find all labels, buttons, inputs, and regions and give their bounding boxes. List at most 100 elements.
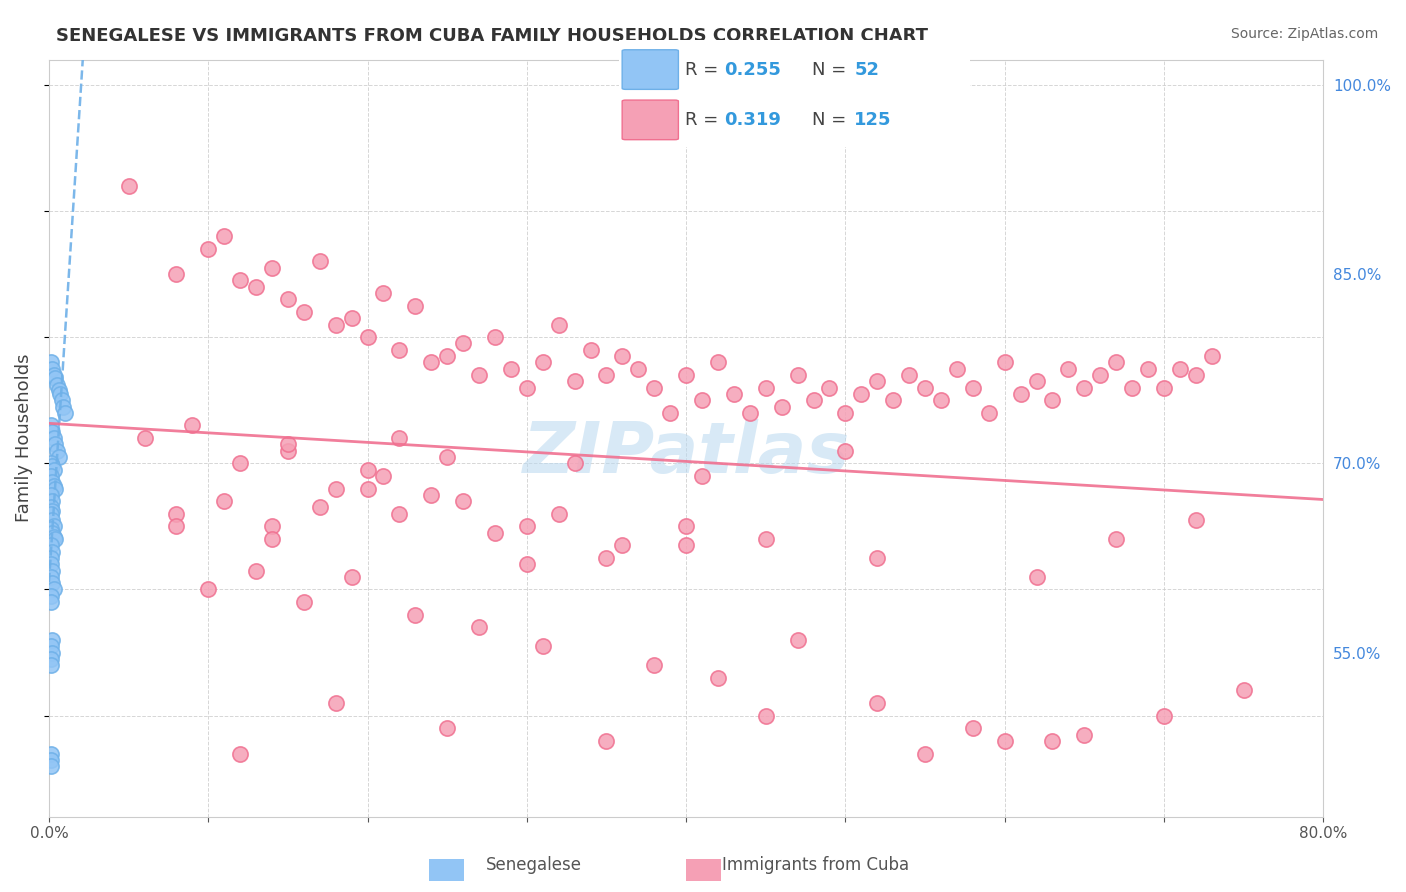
Point xyxy=(39,418,62,433)
Point xyxy=(42,582,65,597)
Point xyxy=(547,318,569,332)
Point xyxy=(197,582,219,597)
Point xyxy=(436,349,458,363)
Point xyxy=(866,696,889,710)
Point xyxy=(977,406,1000,420)
Point xyxy=(165,519,187,533)
Point xyxy=(612,538,634,552)
Point xyxy=(39,551,62,566)
Point xyxy=(1201,349,1223,363)
Point xyxy=(340,311,363,326)
Point xyxy=(277,437,299,451)
Text: 52: 52 xyxy=(855,62,879,79)
Point xyxy=(39,759,62,773)
Point xyxy=(803,393,825,408)
Point xyxy=(53,406,76,420)
Point xyxy=(1057,361,1080,376)
Point xyxy=(547,507,569,521)
Point xyxy=(468,368,491,382)
Point xyxy=(1090,368,1112,382)
Point xyxy=(564,456,586,470)
Point xyxy=(45,378,67,392)
Point xyxy=(39,456,62,470)
Text: Source: ZipAtlas.com: Source: ZipAtlas.com xyxy=(1230,27,1378,41)
Point xyxy=(595,734,617,748)
Point xyxy=(420,355,443,369)
Point xyxy=(356,330,378,344)
Point xyxy=(851,387,873,401)
Point xyxy=(356,463,378,477)
Text: R =: R = xyxy=(686,62,724,79)
Point xyxy=(229,456,252,470)
Point xyxy=(229,273,252,287)
Text: 0.255: 0.255 xyxy=(724,62,780,79)
FancyBboxPatch shape xyxy=(616,39,973,148)
Point xyxy=(212,494,235,508)
Point xyxy=(866,374,889,388)
Point xyxy=(388,431,411,445)
Point xyxy=(1185,513,1208,527)
Point xyxy=(340,570,363,584)
Point xyxy=(308,254,330,268)
Point xyxy=(48,383,70,397)
Point xyxy=(260,260,283,275)
Point xyxy=(41,513,63,527)
Point xyxy=(643,381,665,395)
Point xyxy=(41,475,63,490)
Point xyxy=(612,349,634,363)
Point xyxy=(41,504,63,518)
Point xyxy=(1025,374,1047,388)
Point xyxy=(197,242,219,256)
Point xyxy=(516,381,538,395)
Point xyxy=(41,576,63,591)
Point xyxy=(914,381,936,395)
Point xyxy=(388,343,411,357)
Point xyxy=(1137,361,1160,376)
Point xyxy=(42,529,65,543)
Point xyxy=(292,595,315,609)
Point xyxy=(451,336,474,351)
Point xyxy=(914,747,936,761)
Point xyxy=(898,368,921,382)
Point xyxy=(48,450,70,464)
Point xyxy=(42,479,65,493)
Point xyxy=(1042,393,1064,408)
Point xyxy=(1025,570,1047,584)
Point xyxy=(260,519,283,533)
Point xyxy=(42,368,65,382)
Point xyxy=(818,381,841,395)
FancyBboxPatch shape xyxy=(621,100,678,140)
Point xyxy=(531,355,554,369)
Point xyxy=(39,558,62,572)
Point xyxy=(595,551,617,566)
Point xyxy=(39,589,62,603)
Point xyxy=(643,658,665,673)
Point xyxy=(786,368,808,382)
Point xyxy=(260,532,283,546)
Text: SENEGALESE VS IMMIGRANTS FROM CUBA FAMILY HOUSEHOLDS CORRELATION CHART: SENEGALESE VS IMMIGRANTS FROM CUBA FAMIL… xyxy=(56,27,928,45)
Point xyxy=(181,418,204,433)
Point xyxy=(1042,734,1064,748)
Point xyxy=(1073,728,1095,742)
Point xyxy=(1185,368,1208,382)
Point xyxy=(51,393,73,408)
Point xyxy=(1153,708,1175,723)
Point xyxy=(45,443,67,458)
Point xyxy=(41,525,63,540)
Point xyxy=(41,361,63,376)
Point xyxy=(39,522,62,536)
Point xyxy=(41,632,63,647)
Point xyxy=(325,696,347,710)
Point xyxy=(834,406,856,420)
Point xyxy=(499,361,522,376)
Point xyxy=(690,393,713,408)
Point xyxy=(277,293,299,307)
Point xyxy=(44,532,66,546)
Point xyxy=(882,393,904,408)
Point xyxy=(531,640,554,654)
Point xyxy=(41,494,63,508)
Point xyxy=(44,370,66,384)
Point xyxy=(277,443,299,458)
Point xyxy=(39,507,62,521)
Point xyxy=(245,279,267,293)
